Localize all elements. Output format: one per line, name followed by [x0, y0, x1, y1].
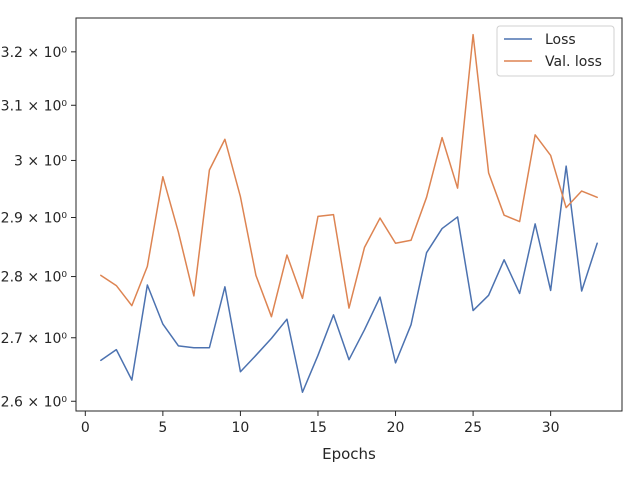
x-axis-ticks: 0 5 10 15 20 25 30: [81, 411, 560, 436]
y-tick-label: 3.1 × 10⁰: [1, 98, 68, 114]
y-tick-label: 2.7 × 10⁰: [1, 331, 68, 347]
y-tick-label: 2.6 × 10⁰: [1, 394, 68, 410]
y-tick-label: 3.2 × 10⁰: [1, 45, 68, 61]
series-line-val-loss: [100, 33, 598, 318]
x-tick-label: 5: [158, 420, 167, 436]
x-tick-label: 10: [232, 420, 250, 436]
x-tick-label: 15: [309, 420, 327, 436]
plot-frame: [75, 17, 623, 412]
legend-label-loss: Loss: [545, 32, 576, 48]
y-axis-ticks: 2.6 × 10⁰ 2.7 × 10⁰ 2.8 × 10⁰ 2.9 × 10⁰ 3 × …: [1, 45, 76, 410]
x-tick-label: 25: [464, 420, 482, 436]
x-tick-label: 20: [387, 420, 405, 436]
x-tick-label: 0: [81, 420, 90, 436]
x-tick-label: 30: [542, 420, 560, 436]
y-tick-label: 3 × 10⁰: [14, 153, 67, 169]
legend: Loss Val. loss: [496, 25, 615, 77]
series-line-loss: [100, 165, 598, 393]
y-tick-label: 2.9 × 10⁰: [1, 210, 68, 226]
x-axis-label: Epochs: [322, 445, 376, 463]
series-layer: [100, 33, 598, 393]
legend-label-val-loss: Val. loss: [545, 54, 602, 70]
y-tick-label: 2.8 × 10⁰: [1, 270, 68, 286]
